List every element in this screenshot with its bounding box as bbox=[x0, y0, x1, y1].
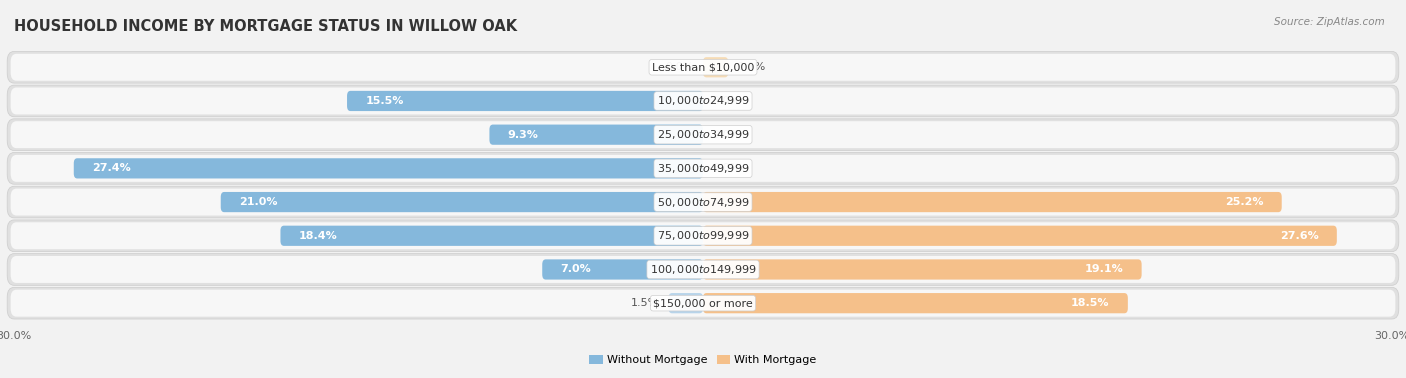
Text: 18.5%: 18.5% bbox=[1071, 298, 1109, 308]
Text: 0.0%: 0.0% bbox=[665, 62, 693, 72]
FancyBboxPatch shape bbox=[7, 85, 1399, 117]
Text: $10,000 to $24,999: $10,000 to $24,999 bbox=[657, 94, 749, 107]
FancyBboxPatch shape bbox=[7, 153, 1399, 184]
FancyBboxPatch shape bbox=[221, 192, 703, 212]
FancyBboxPatch shape bbox=[703, 293, 1128, 313]
FancyBboxPatch shape bbox=[703, 226, 1337, 246]
FancyBboxPatch shape bbox=[7, 254, 1399, 285]
FancyBboxPatch shape bbox=[7, 186, 1399, 218]
FancyBboxPatch shape bbox=[543, 259, 703, 280]
Text: $35,000 to $49,999: $35,000 to $49,999 bbox=[657, 162, 749, 175]
Text: $50,000 to $74,999: $50,000 to $74,999 bbox=[657, 195, 749, 209]
FancyBboxPatch shape bbox=[11, 54, 1395, 81]
Text: 21.0%: 21.0% bbox=[239, 197, 277, 207]
FancyBboxPatch shape bbox=[489, 125, 703, 145]
FancyBboxPatch shape bbox=[347, 91, 703, 111]
Text: $100,000 to $149,999: $100,000 to $149,999 bbox=[650, 263, 756, 276]
Text: 7.0%: 7.0% bbox=[561, 265, 592, 274]
Text: 0.0%: 0.0% bbox=[713, 163, 741, 174]
FancyBboxPatch shape bbox=[7, 119, 1399, 150]
Text: 0.0%: 0.0% bbox=[713, 96, 741, 106]
Text: $25,000 to $34,999: $25,000 to $34,999 bbox=[657, 128, 749, 141]
Text: HOUSEHOLD INCOME BY MORTGAGE STATUS IN WILLOW OAK: HOUSEHOLD INCOME BY MORTGAGE STATUS IN W… bbox=[14, 20, 517, 34]
FancyBboxPatch shape bbox=[11, 189, 1395, 215]
Text: Source: ZipAtlas.com: Source: ZipAtlas.com bbox=[1274, 17, 1385, 27]
Text: 15.5%: 15.5% bbox=[366, 96, 404, 106]
FancyBboxPatch shape bbox=[280, 226, 703, 246]
Text: $75,000 to $99,999: $75,000 to $99,999 bbox=[657, 229, 749, 242]
Text: 19.1%: 19.1% bbox=[1084, 265, 1123, 274]
FancyBboxPatch shape bbox=[11, 222, 1395, 249]
Text: 27.4%: 27.4% bbox=[93, 163, 131, 174]
Text: Less than $10,000: Less than $10,000 bbox=[652, 62, 754, 72]
Text: 0.0%: 0.0% bbox=[713, 130, 741, 139]
Text: 25.2%: 25.2% bbox=[1225, 197, 1264, 207]
FancyBboxPatch shape bbox=[73, 158, 703, 178]
FancyBboxPatch shape bbox=[703, 192, 1282, 212]
Text: 18.4%: 18.4% bbox=[299, 231, 337, 241]
FancyBboxPatch shape bbox=[703, 57, 728, 77]
FancyBboxPatch shape bbox=[11, 155, 1395, 182]
FancyBboxPatch shape bbox=[7, 287, 1399, 319]
FancyBboxPatch shape bbox=[7, 51, 1399, 83]
Text: 9.3%: 9.3% bbox=[508, 130, 538, 139]
Text: 27.6%: 27.6% bbox=[1279, 231, 1319, 241]
Text: 1.5%: 1.5% bbox=[631, 298, 659, 308]
FancyBboxPatch shape bbox=[703, 259, 1142, 280]
FancyBboxPatch shape bbox=[669, 293, 703, 313]
Text: $150,000 or more: $150,000 or more bbox=[654, 298, 752, 308]
FancyBboxPatch shape bbox=[11, 121, 1395, 148]
FancyBboxPatch shape bbox=[11, 256, 1395, 283]
FancyBboxPatch shape bbox=[7, 220, 1399, 252]
Legend: Without Mortgage, With Mortgage: Without Mortgage, With Mortgage bbox=[585, 350, 821, 370]
FancyBboxPatch shape bbox=[11, 87, 1395, 115]
Text: 1.1%: 1.1% bbox=[738, 62, 766, 72]
FancyBboxPatch shape bbox=[11, 290, 1395, 317]
